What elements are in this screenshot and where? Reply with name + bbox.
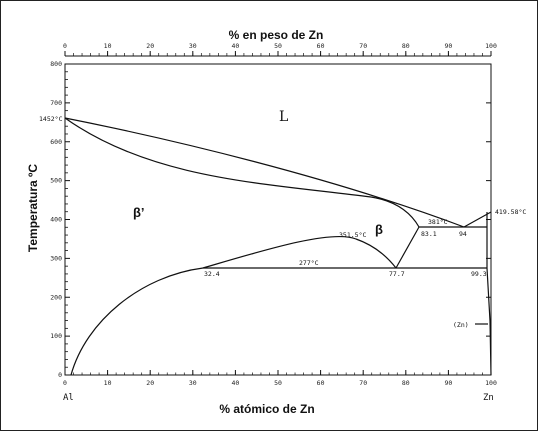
x-bottom-tick-label: 30 (189, 379, 197, 387)
x-top-tick-label: 100 (485, 42, 497, 50)
x-bottom-tick-label: 60 (317, 379, 325, 387)
zn-phase-label: (Zn) (453, 321, 469, 329)
y-tick-label: 200 (50, 293, 62, 301)
solidus-curve (64, 117, 420, 228)
x-bottom-tick-label: 80 (402, 379, 410, 387)
composition-83-1: 83.1 (421, 230, 437, 238)
x-bottom-tick-label: 70 (359, 379, 367, 387)
left-axis-title: Temperatura ºC (26, 164, 40, 253)
x-top-tick-label: 60 (317, 42, 325, 50)
x-top-tick-label: 80 (402, 42, 410, 50)
right-element-label: Zn (483, 393, 494, 403)
composition-32-4: 32.4 (204, 270, 220, 278)
y-tick-label: 100 (50, 332, 62, 340)
x-bottom-tick-label: 0 (63, 379, 67, 387)
zn-melting-label: 419.58°C (495, 208, 526, 216)
beta-prime-phase-label: β’ (133, 205, 145, 220)
eutectoid-temp-label: 277°C (299, 259, 319, 267)
x-top-tick-label: 20 (146, 42, 154, 50)
x-top-tick-label: 0 (63, 42, 67, 50)
liquid-phase-label: L (279, 109, 288, 125)
x-bottom-tick-label: 50 (274, 379, 282, 387)
beta-phase-label: β (375, 222, 383, 237)
y-tick-label: 400 (50, 216, 62, 224)
x-top-tick-label: 90 (444, 42, 452, 50)
y-tick-label: 0 (58, 371, 62, 379)
y-tick-label: 300 (50, 254, 62, 262)
x-bottom-tick-label: 10 (104, 379, 112, 387)
phase-boundaries (64, 117, 492, 376)
y-tick-label: 500 (50, 177, 62, 185)
miscibility-dome (202, 235, 397, 269)
al-melting-label: 1452°C (39, 115, 63, 123)
top-axis-title: % en peso de Zn (229, 28, 324, 42)
eutectic-temp-label: 381°C (428, 218, 448, 226)
left-element-label: Al (63, 393, 74, 403)
bottom-axis-title: % atómico de Zn (219, 402, 314, 416)
x-top-tick-label: 70 (359, 42, 367, 50)
monotectoid-label: 351.5°C (339, 231, 366, 239)
al-solvus (70, 267, 204, 376)
y-tick-label: 600 (50, 138, 62, 146)
x-bottom-tick-label: 90 (444, 379, 452, 387)
liquidus-curve (64, 117, 465, 228)
x-bottom-tick-label: 20 (146, 379, 154, 387)
y-tick-label: 700 (50, 99, 62, 107)
x-top-tick-label: 30 (189, 42, 197, 50)
composition-99-3: 99.3 (471, 270, 487, 278)
y-tick-label: 800 (50, 60, 62, 68)
x-top-tick-label: 10 (104, 42, 112, 50)
beta-boundary-left (395, 226, 420, 269)
x-bottom-tick-label: 100 (485, 379, 497, 387)
composition-77-7: 77.7 (389, 270, 405, 278)
composition-94: 94 (459, 230, 467, 238)
x-top-tick-label: 50 (274, 42, 282, 50)
zn-solvus (486, 227, 492, 376)
x-bottom-tick-label: 40 (231, 379, 239, 387)
x-top-tick-label: 40 (231, 42, 239, 50)
